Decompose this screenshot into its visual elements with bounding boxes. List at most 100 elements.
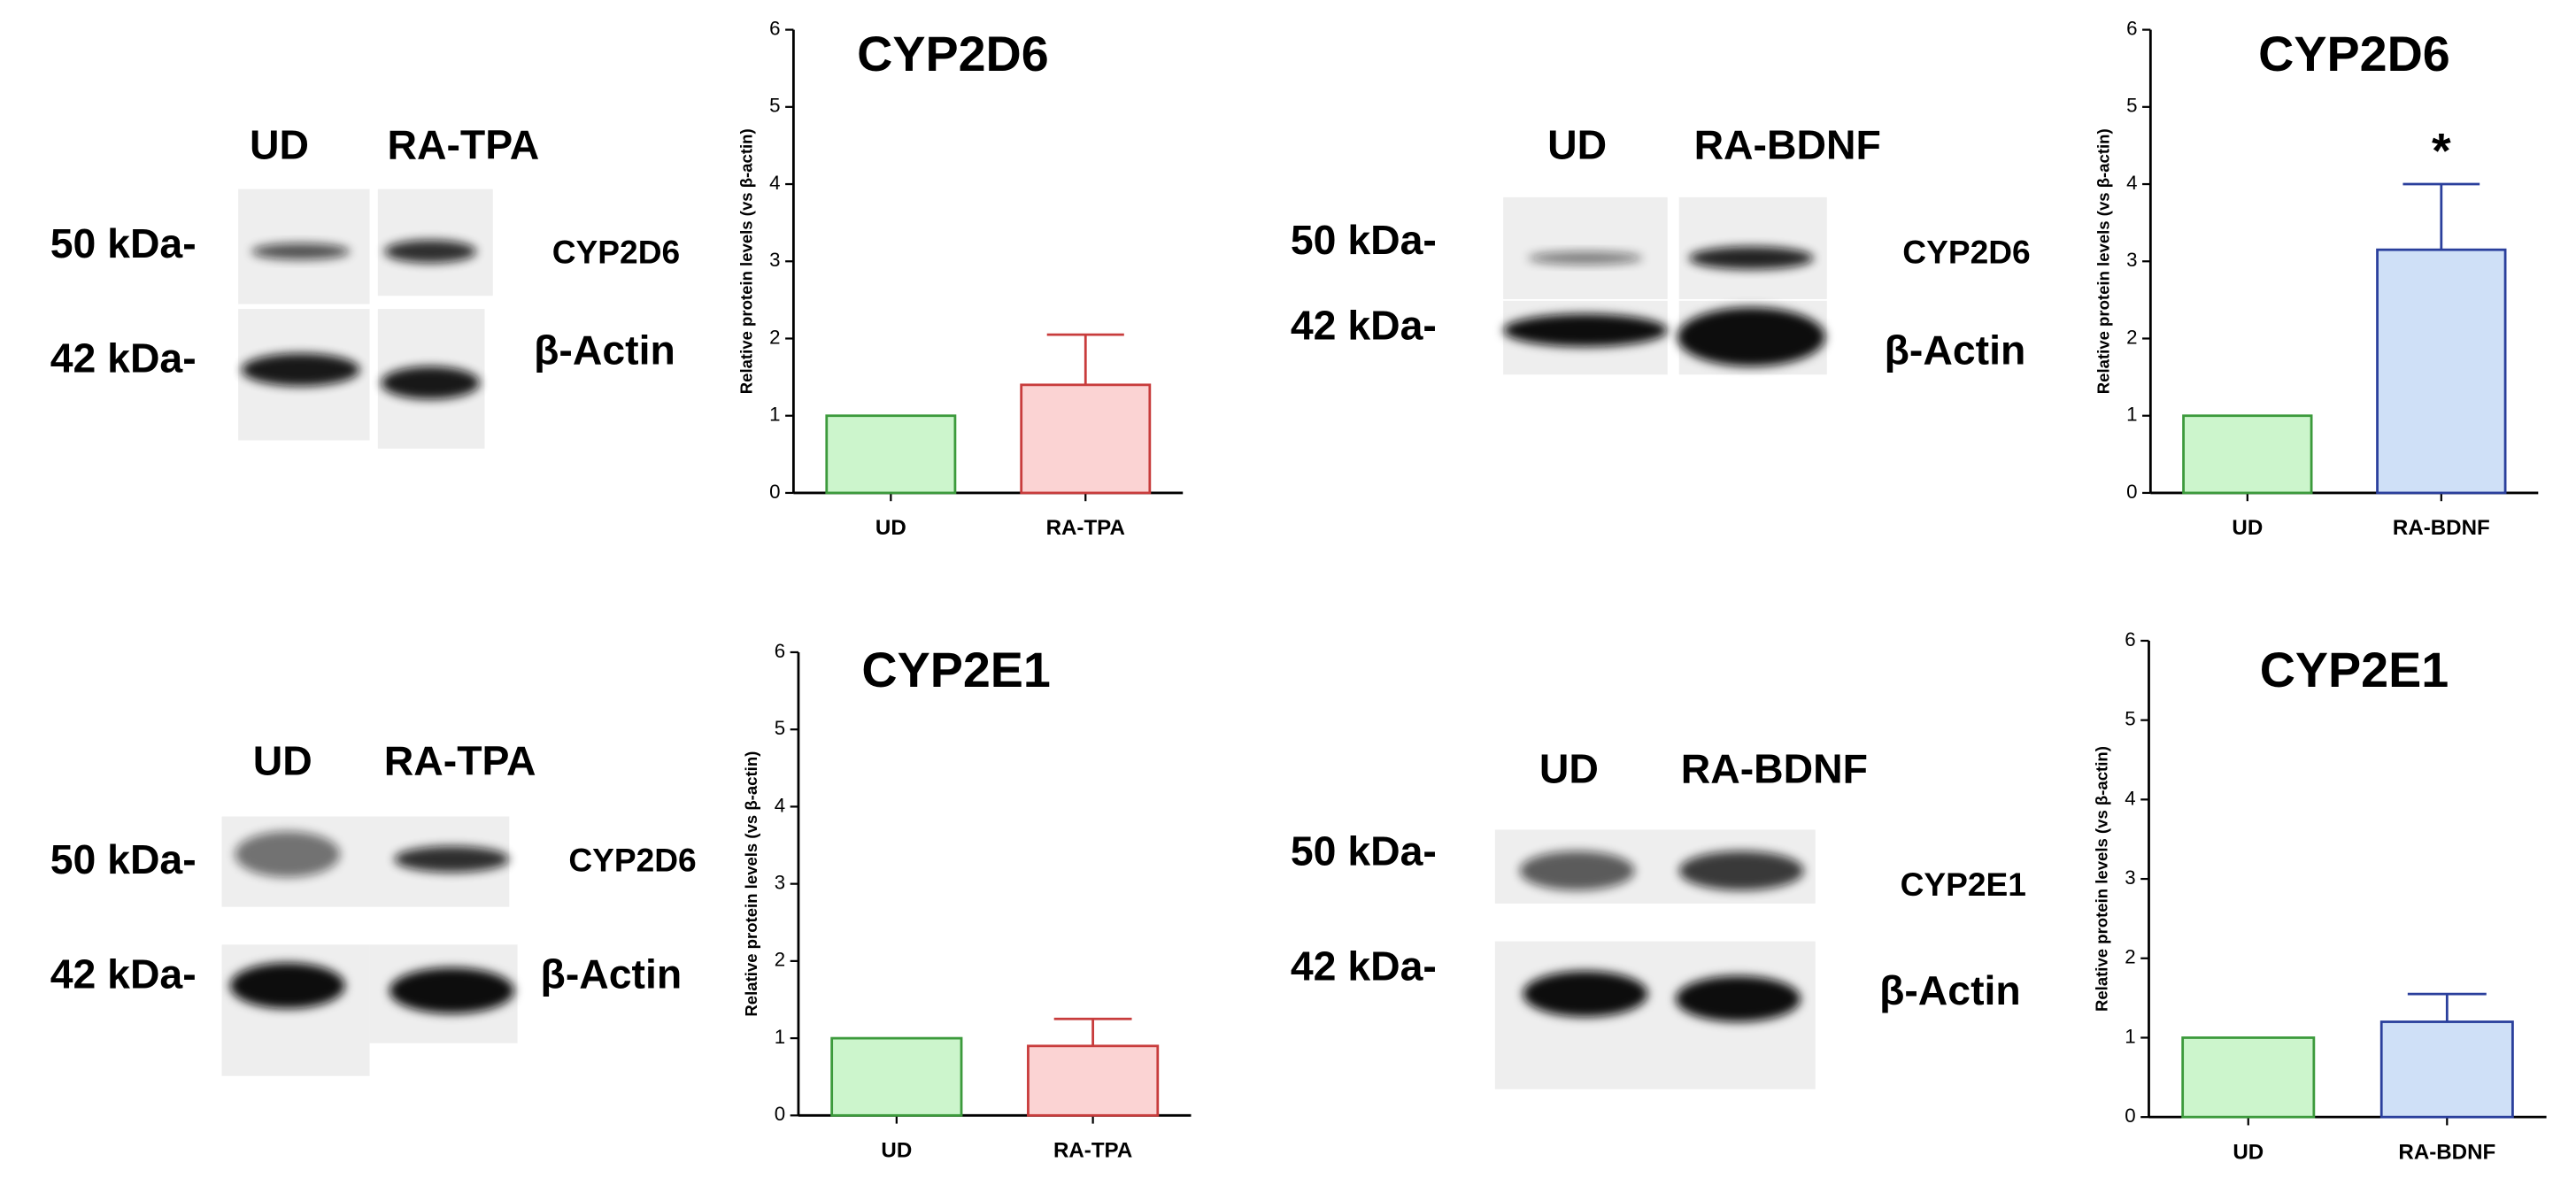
blot-band <box>381 366 480 400</box>
y-tick-label: 3 <box>2125 866 2135 889</box>
y-tick-label: 0 <box>2126 481 2137 503</box>
bar <box>2182 414 2313 495</box>
y-tick-label: 2 <box>769 326 780 348</box>
y-tick-label: 2 <box>2126 326 2137 348</box>
x-tick-label: UD <box>2233 1140 2264 1164</box>
protein-label: CYP2D6 <box>552 234 680 271</box>
y-tick-label: 3 <box>2126 249 2137 271</box>
y-tick-label: 5 <box>769 95 780 117</box>
bar <box>1020 383 1152 495</box>
y-tick-label: 5 <box>2126 95 2137 117</box>
y-axis-label: Relative protein levels (vs β-actin) <box>737 128 755 394</box>
blot-band <box>235 831 341 878</box>
y-tick-label: 6 <box>769 17 780 39</box>
x-tick-label: RA-TPA <box>1046 516 1125 540</box>
y-tick-label: 6 <box>2125 628 2135 651</box>
x-tick-label: UD <box>2232 516 2263 540</box>
y-axis-label: Relative protein levels (vs β-actin) <box>742 751 760 1017</box>
western-blot <box>238 189 493 449</box>
y-tick-label: 5 <box>2125 708 2135 730</box>
protein-label: CYP2D6 <box>1902 234 2030 271</box>
y-tick-label: 3 <box>769 249 780 271</box>
blot-band <box>251 243 351 260</box>
marker-label: 50 kDa- <box>1291 828 1437 874</box>
lane-label: RA-BDNF <box>1681 746 1868 792</box>
y-tick-label: 6 <box>2126 17 2137 39</box>
marker-label: 42 kDa- <box>1291 943 1437 989</box>
blot-band <box>1503 313 1668 347</box>
error-bar <box>1046 333 1124 385</box>
y-tick-label: 0 <box>775 1103 785 1125</box>
x-tick-label: RA-TPA <box>1053 1139 1132 1163</box>
error-bar <box>2402 182 2480 250</box>
lane-label: RA-BDNF <box>1694 121 1881 167</box>
chart-title: CYP2E1 <box>2260 643 2449 697</box>
western-blot <box>1494 829 1816 1089</box>
y-tick-label: 4 <box>2126 172 2137 194</box>
lane-label: UD <box>1539 746 1599 792</box>
marker-label: 42 kDa- <box>50 335 197 381</box>
marker-label: 50 kDa- <box>1291 217 1437 263</box>
protein-label: β-Actin <box>1885 327 2026 373</box>
bar <box>830 1036 963 1117</box>
blot-membrane <box>1503 196 1668 299</box>
western-blot <box>221 816 518 1076</box>
error-bar <box>1053 1017 1132 1046</box>
blot-band <box>241 353 360 387</box>
y-tick-label: 1 <box>775 1026 785 1048</box>
marker-label: 50 kDa- <box>50 836 197 882</box>
y-tick-label: 1 <box>2125 1025 2135 1047</box>
bar <box>1027 1044 1160 1117</box>
chart-title: CYP2D6 <box>2258 27 2450 81</box>
blot-band <box>1678 851 1804 891</box>
protein-label: β-Actin <box>541 951 683 997</box>
bar <box>825 414 957 495</box>
protein-label: CYP2D6 <box>568 841 696 878</box>
lane-label: RA-TPA <box>384 737 536 783</box>
blot-band <box>1519 851 1635 891</box>
bar <box>2181 1036 2316 1119</box>
y-tick-label: 2 <box>775 949 785 971</box>
y-tick-label: 1 <box>769 404 780 426</box>
protein-label: CYP2E1 <box>1901 866 2026 903</box>
blot-band <box>1527 251 1643 265</box>
blot-band <box>389 967 514 1014</box>
y-tick-label: 4 <box>775 794 785 816</box>
y-tick-label: 4 <box>769 172 780 194</box>
lane-label: RA-TPA <box>387 121 539 167</box>
chart-title: CYP2D6 <box>857 27 1049 81</box>
y-axis-label: Relative protein levels (vs β-actin) <box>2094 128 2112 394</box>
y-tick-label: 0 <box>769 481 780 503</box>
y-tick-label: 3 <box>775 872 785 894</box>
x-tick-label: UD <box>881 1139 912 1163</box>
blot-band <box>1675 975 1801 1022</box>
protein-label: β-Actin <box>1879 967 2021 1013</box>
y-tick-label: 4 <box>2125 787 2135 809</box>
y-axis-label: Relative protein levels (vs β-actin) <box>2092 746 2110 1012</box>
y-tick-label: 0 <box>2125 1105 2135 1127</box>
x-tick-label: RA-BDNF <box>2393 516 2490 540</box>
y-tick-label: 1 <box>2126 404 2137 426</box>
marker-label: 42 kDa- <box>50 951 197 997</box>
lane-label: UD <box>250 121 309 167</box>
y-tick-label: 6 <box>775 640 785 662</box>
lane-label: UD <box>1547 121 1607 167</box>
chart-title: CYP2E1 <box>861 643 1050 697</box>
protein-label: β-Actin <box>534 327 675 373</box>
error-bar <box>2407 992 2487 1022</box>
blot-band <box>1523 970 1648 1017</box>
blot-band <box>229 962 345 1009</box>
x-tick-label: RA-BDNF <box>2398 1140 2495 1164</box>
marker-label: 42 kDa- <box>1291 303 1437 349</box>
blot-band <box>1677 307 1825 367</box>
significance-marker: * <box>2432 123 2451 178</box>
x-tick-label: UD <box>875 516 906 540</box>
lane-label: UD <box>253 737 312 783</box>
bar <box>2379 1020 2514 1119</box>
blot-band <box>1688 246 1814 270</box>
blot-band <box>394 845 510 873</box>
y-tick-label: 2 <box>2125 946 2135 968</box>
y-tick-label: 5 <box>775 717 785 739</box>
bar <box>2376 248 2507 495</box>
